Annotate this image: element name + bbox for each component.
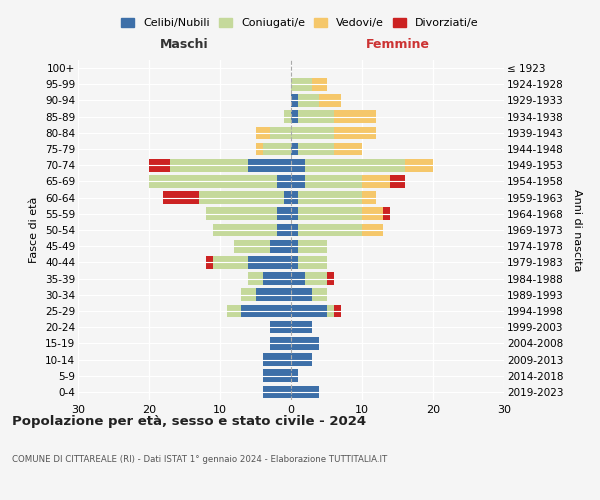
Bar [362, 208, 383, 220]
Bar [256, 288, 291, 301]
Bar [291, 256, 298, 268]
Bar [263, 386, 291, 398]
Bar [248, 256, 291, 268]
Text: Femmine: Femmine [365, 38, 430, 51]
Bar [362, 192, 376, 204]
Bar [298, 208, 362, 220]
Bar [305, 272, 326, 285]
Bar [248, 159, 291, 172]
Bar [298, 192, 362, 204]
Bar [206, 208, 277, 220]
Bar [263, 272, 291, 285]
Bar [313, 288, 326, 301]
Bar [213, 224, 277, 236]
Bar [270, 126, 291, 139]
Bar [326, 304, 334, 318]
Bar [334, 304, 341, 318]
Bar [298, 142, 334, 156]
Bar [362, 175, 391, 188]
Bar [319, 94, 341, 107]
Bar [277, 208, 291, 220]
Bar [291, 208, 298, 220]
Bar [291, 142, 298, 156]
Bar [326, 272, 334, 285]
Bar [291, 78, 313, 90]
Bar [291, 110, 298, 123]
Bar [263, 142, 291, 156]
Bar [291, 94, 298, 107]
Bar [241, 304, 291, 318]
Bar [313, 78, 326, 90]
Bar [298, 224, 362, 236]
Bar [291, 386, 319, 398]
Bar [284, 110, 291, 123]
Bar [291, 353, 313, 366]
Bar [291, 175, 305, 188]
Bar [199, 192, 284, 204]
Bar [334, 126, 376, 139]
Bar [298, 256, 326, 268]
Bar [334, 110, 376, 123]
Bar [298, 240, 326, 252]
Y-axis label: Fasce di età: Fasce di età [29, 197, 40, 263]
Text: Popolazione per età, sesso e stato civile - 2024: Popolazione per età, sesso e stato civil… [12, 415, 366, 428]
Bar [362, 224, 383, 236]
Bar [305, 175, 362, 188]
Bar [270, 240, 291, 252]
Bar [277, 224, 291, 236]
Bar [248, 272, 263, 285]
Bar [383, 208, 391, 220]
Bar [291, 159, 305, 172]
Bar [298, 110, 334, 123]
Bar [334, 142, 362, 156]
Bar [291, 126, 334, 139]
Bar [149, 159, 170, 172]
Bar [291, 337, 319, 349]
Legend: Celibi/Nubili, Coniugati/e, Vedovi/e, Divorziati/e: Celibi/Nubili, Coniugati/e, Vedovi/e, Di… [117, 13, 483, 32]
Bar [256, 142, 263, 156]
Bar [291, 304, 326, 318]
Bar [263, 370, 291, 382]
Bar [170, 159, 248, 172]
Bar [291, 192, 298, 204]
Bar [263, 353, 291, 366]
Bar [291, 288, 313, 301]
Bar [277, 175, 291, 188]
Bar [404, 159, 433, 172]
Bar [213, 256, 248, 268]
Bar [298, 94, 319, 107]
Bar [270, 321, 291, 334]
Bar [305, 159, 404, 172]
Bar [149, 175, 277, 188]
Bar [206, 256, 213, 268]
Bar [256, 126, 270, 139]
Bar [291, 240, 298, 252]
Bar [291, 321, 313, 334]
Bar [241, 288, 256, 301]
Text: COMUNE DI CITTAREALE (RI) - Dati ISTAT 1° gennaio 2024 - Elaborazione TUTTITALIA: COMUNE DI CITTAREALE (RI) - Dati ISTAT 1… [12, 455, 387, 464]
Bar [234, 240, 270, 252]
Y-axis label: Anni di nascita: Anni di nascita [572, 188, 581, 271]
Bar [270, 337, 291, 349]
Bar [291, 224, 298, 236]
Bar [163, 192, 199, 204]
Text: Maschi: Maschi [160, 38, 209, 51]
Bar [291, 272, 305, 285]
Bar [391, 175, 404, 188]
Bar [291, 370, 298, 382]
Bar [284, 192, 291, 204]
Bar [227, 304, 241, 318]
